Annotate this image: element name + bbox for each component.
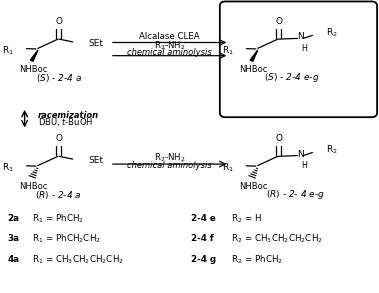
Text: $(S)$ - 2-4 a: $(S)$ - 2-4 a: [36, 72, 82, 84]
Text: 2-4 e: 2-4 e: [191, 214, 216, 223]
Text: chemical aminolysis: chemical aminolysis: [127, 48, 212, 57]
Text: R$_2$: R$_2$: [326, 143, 338, 156]
Text: 2-4 f: 2-4 f: [191, 234, 214, 243]
Text: R$_2$ = H: R$_2$ = H: [231, 212, 262, 224]
Text: racemization: racemization: [38, 111, 99, 120]
Text: R$_1$: R$_1$: [2, 161, 14, 174]
Text: 2-4 g: 2-4 g: [191, 255, 216, 264]
Text: R$_2$ = CH$_3$CH$_2$CH$_2$CH$_2$: R$_2$ = CH$_3$CH$_2$CH$_2$CH$_2$: [231, 233, 323, 245]
Text: R$_1$ = CH$_3$CH$_2$CH$_2$CH$_2$: R$_1$ = CH$_3$CH$_2$CH$_2$CH$_2$: [32, 253, 124, 265]
Text: O: O: [55, 17, 62, 26]
Text: R$_2$-NH$_2$: R$_2$-NH$_2$: [154, 152, 185, 164]
Polygon shape: [30, 50, 38, 61]
Text: N: N: [297, 150, 304, 159]
Text: O: O: [275, 17, 282, 26]
Text: SEt: SEt: [88, 156, 103, 165]
Polygon shape: [250, 50, 258, 61]
Text: $(R)$ - 2- 4 e-g: $(R)$ - 2- 4 e-g: [266, 188, 325, 201]
Text: DBU, $t$-BuOH: DBU, $t$-BuOH: [38, 116, 93, 127]
Text: R$_1$ = PhCH$_2$: R$_1$ = PhCH$_2$: [32, 212, 84, 224]
Text: NHBoc: NHBoc: [19, 65, 48, 74]
Text: $(S)$ - 2-4 e-g: $(S)$ - 2-4 e-g: [264, 71, 319, 84]
Text: H: H: [301, 161, 307, 170]
Text: H: H: [301, 44, 307, 53]
Text: R$_1$: R$_1$: [222, 44, 234, 57]
Text: 4a: 4a: [8, 255, 20, 264]
Text: 3a: 3a: [8, 234, 20, 243]
Text: N: N: [297, 33, 304, 41]
Text: SEt: SEt: [88, 39, 103, 47]
Text: R$_1$: R$_1$: [222, 161, 234, 174]
Text: NHBoc: NHBoc: [239, 182, 268, 191]
Text: 2a: 2a: [8, 214, 20, 223]
Text: R$_2$ = PhCH$_2$: R$_2$ = PhCH$_2$: [231, 253, 283, 265]
Text: $(R)$ - 2-4 a: $(R)$ - 2-4 a: [35, 189, 82, 201]
Text: O: O: [55, 134, 62, 143]
Text: Alcalase CLEA: Alcalase CLEA: [139, 32, 200, 41]
Text: R$_2$-NH$_2$: R$_2$-NH$_2$: [154, 39, 185, 52]
Text: chemical aminolysis: chemical aminolysis: [127, 161, 212, 170]
Text: R$_1$ = PhCH$_2$CH$_2$: R$_1$ = PhCH$_2$CH$_2$: [32, 233, 101, 245]
Text: R$_2$: R$_2$: [326, 26, 338, 39]
Text: R$_1$: R$_1$: [2, 44, 14, 57]
Text: O: O: [275, 134, 282, 143]
Text: NHBoc: NHBoc: [239, 65, 268, 74]
Text: NHBoc: NHBoc: [19, 182, 48, 191]
